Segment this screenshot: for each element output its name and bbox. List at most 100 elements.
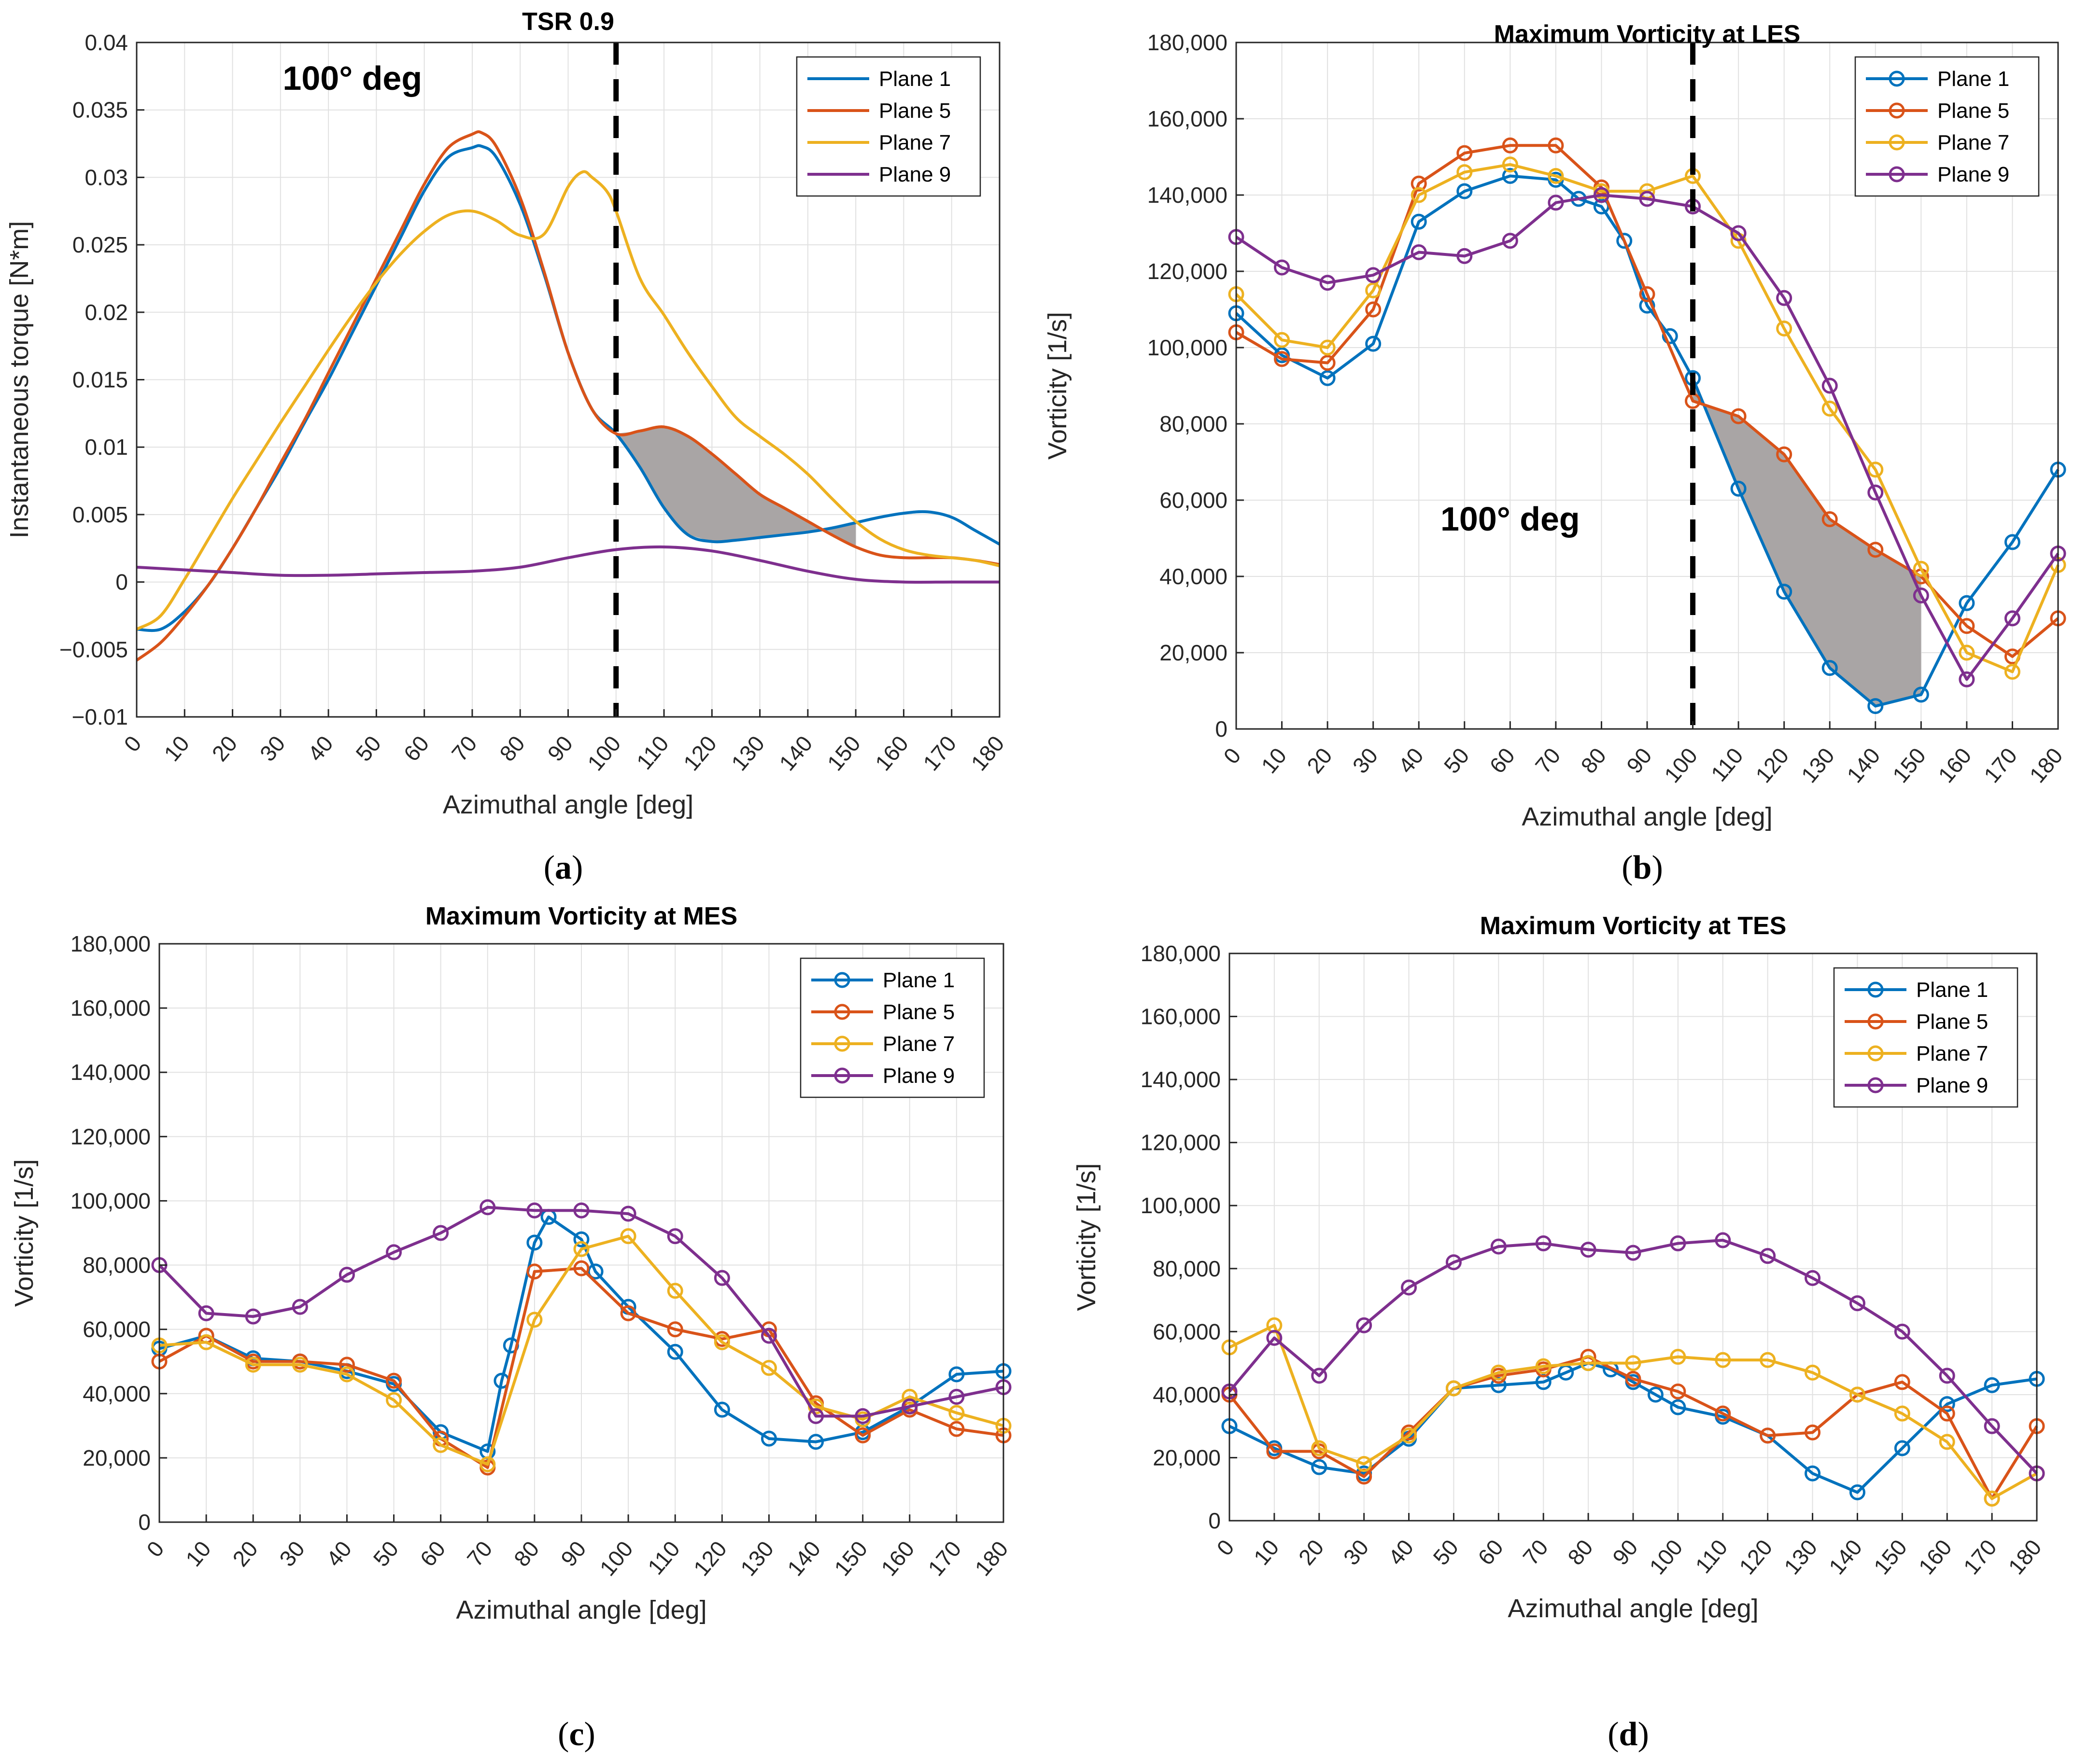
- data-point: [808, 1434, 824, 1450]
- y-tick-label: 60,000: [1153, 1319, 1221, 1344]
- data-point: [1959, 671, 1975, 687]
- data-point: [1356, 1456, 1372, 1472]
- data-point: [1625, 1245, 1641, 1261]
- x-tick-label: 110: [1706, 743, 1748, 786]
- x-tick-label: 0: [1218, 743, 1245, 769]
- x-tick-label: 180: [970, 1536, 1013, 1581]
- data-point: [480, 1199, 496, 1216]
- y-tick-label: 0: [115, 570, 128, 595]
- data-point: [1821, 378, 1838, 394]
- shaded-region: [616, 427, 856, 547]
- legend-marker: [1889, 166, 1905, 182]
- x-tick-label: 90: [542, 731, 578, 766]
- x-tick-label: 80: [1563, 1535, 1598, 1570]
- x-tick-label: 130: [1796, 743, 1839, 787]
- x-tick-label: 110: [643, 1536, 685, 1580]
- legend-label: Plane 1: [879, 67, 951, 91]
- data-point: [1456, 164, 1473, 181]
- data-point: [526, 1312, 543, 1328]
- data-point: [1760, 1248, 1776, 1264]
- x-tick-label: 100: [1659, 743, 1702, 787]
- x-tick-label: 180: [2003, 1535, 2046, 1579]
- y-tick-label: 140,000: [71, 1060, 151, 1085]
- legend-marker: [1867, 1077, 1884, 1093]
- data-point: [526, 1263, 543, 1280]
- data-point: [1502, 233, 1518, 249]
- data-point: [1894, 1323, 1910, 1340]
- x-tick-label: 110: [632, 731, 674, 774]
- data-point: [761, 1360, 777, 1376]
- data-point: [1867, 698, 1884, 714]
- y-tick-label: 120,000: [1147, 259, 1227, 284]
- legend-label: Plane 5: [1937, 99, 2009, 123]
- data-point: [1535, 1235, 1552, 1252]
- x-tick-label: 80: [509, 1536, 544, 1571]
- x-tick-label: 100: [582, 731, 625, 775]
- y-tick-label: −0.005: [59, 637, 128, 662]
- y-tick-label: 20,000: [1153, 1445, 1221, 1470]
- data-point: [620, 1205, 636, 1222]
- data-point: [1760, 1428, 1776, 1444]
- data-point: [1580, 1242, 1596, 1258]
- data-point: [1411, 175, 1427, 192]
- data-point: [948, 1366, 965, 1383]
- y-tick-label: 0.04: [85, 30, 128, 55]
- data-point: [1502, 137, 1518, 154]
- data-point: [1805, 1465, 1821, 1482]
- data-point: [1670, 1399, 1686, 1415]
- y-tick-label: 0.02: [85, 300, 128, 325]
- x-tick-label: 40: [303, 731, 338, 766]
- data-point: [198, 1334, 214, 1350]
- x-tick-label: 90: [1622, 743, 1657, 778]
- y-tick-label: 60,000: [83, 1317, 151, 1342]
- data-point: [386, 1244, 402, 1260]
- data-point: [1266, 1330, 1283, 1346]
- data-point: [1939, 1368, 1955, 1384]
- y-tick-label: 160,000: [71, 995, 151, 1021]
- data-point: [1319, 275, 1336, 291]
- data-point: [1365, 267, 1382, 283]
- y-tick-label: 0: [1208, 1508, 1221, 1533]
- chart-title: Maximum Vorticity at MES: [425, 902, 737, 930]
- data-point: [808, 1408, 824, 1424]
- x-tick-label: 160: [870, 731, 913, 775]
- y-tick-label: 140,000: [1147, 182, 1227, 208]
- x-tick-label: 60: [399, 731, 434, 766]
- data-point: [1805, 1270, 1821, 1286]
- data-point: [2004, 610, 2020, 627]
- data-point: [433, 1225, 449, 1241]
- x-tick-label: 20: [1294, 1535, 1329, 1570]
- x-tick-label: 0: [119, 731, 146, 756]
- data-point: [714, 1401, 730, 1418]
- data-point: [2004, 534, 2020, 550]
- y-tick-label: 20,000: [83, 1445, 151, 1470]
- y-tick-label: 0.015: [72, 367, 128, 392]
- data-point: [1356, 1317, 1372, 1333]
- x-tick-label: 150: [1888, 743, 1931, 787]
- series-line-plane-1: [1235, 174, 2060, 708]
- data-point: [1959, 618, 1975, 634]
- y-tick-label: 180,000: [1141, 941, 1221, 966]
- data-point: [526, 1202, 543, 1218]
- data-point: [1730, 480, 1747, 497]
- y-tick-label: 0: [1215, 716, 1227, 742]
- y-axis-label: Vorticity [1/s]: [10, 1159, 39, 1307]
- data-point: [480, 1456, 496, 1472]
- legend-label: Plane 7: [1916, 1042, 1988, 1065]
- data-point: [1670, 1383, 1686, 1400]
- legend-marker: [1867, 981, 1884, 998]
- x-tick-label: 30: [1348, 743, 1383, 778]
- legend: Plane 1 Plane 5 Plane 7 Plane 9: [1854, 56, 2040, 197]
- data-point: [902, 1398, 918, 1414]
- data-point: [1647, 1386, 1664, 1403]
- data-point: [386, 1372, 402, 1389]
- data-point: [1548, 137, 1564, 154]
- data-point: [1639, 297, 1655, 314]
- data-point: [1311, 1459, 1327, 1475]
- data-point: [667, 1228, 683, 1245]
- legend-label: Plane 7: [879, 131, 951, 154]
- data-point: [1670, 1349, 1686, 1365]
- x-tick-label: 0: [141, 1536, 169, 1562]
- legend-label: Plane 1: [1937, 67, 2009, 91]
- y-tick-label: 160,000: [1147, 106, 1227, 131]
